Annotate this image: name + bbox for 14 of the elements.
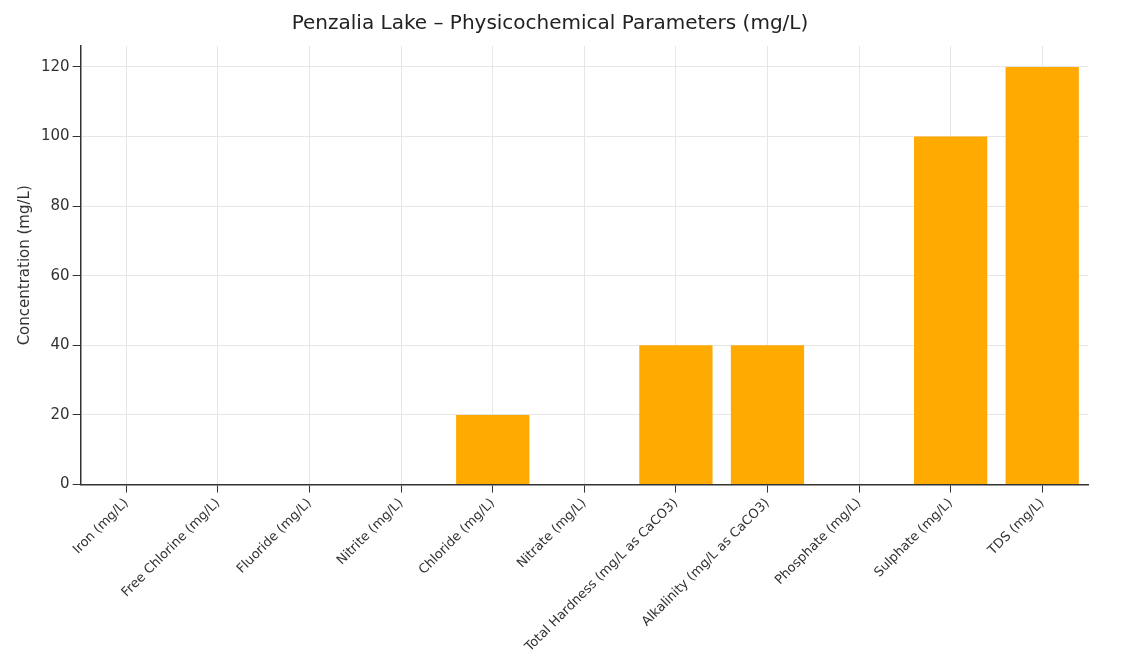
y-tick-label: 120 bbox=[40, 56, 70, 75]
chart-title: Penzalia Lake – Physicochemical Parameters (mg/L) bbox=[291, 10, 809, 35]
bar bbox=[639, 345, 713, 485]
y-tick-label: 60 bbox=[50, 265, 70, 284]
bar bbox=[456, 414, 530, 485]
y-tick-label: 0 bbox=[60, 474, 70, 493]
y-axis-title: Concentration (mg/L) bbox=[14, 185, 33, 346]
bar bbox=[1005, 66, 1079, 485]
y-tick-label: 80 bbox=[50, 196, 70, 215]
bar bbox=[914, 136, 988, 485]
y-tick-label: 40 bbox=[50, 335, 70, 354]
y-tick-label: 100 bbox=[40, 126, 70, 145]
y-tick-label: 20 bbox=[50, 404, 70, 423]
bar bbox=[730, 345, 805, 485]
